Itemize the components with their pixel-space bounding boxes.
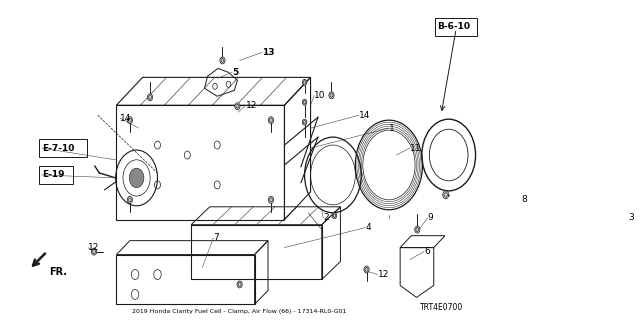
Text: FR.: FR. — [49, 267, 67, 276]
Text: 14: 14 — [359, 111, 371, 120]
Circle shape — [443, 191, 449, 199]
Text: 9: 9 — [428, 213, 433, 222]
Circle shape — [129, 168, 144, 188]
Circle shape — [235, 103, 240, 110]
Circle shape — [127, 117, 132, 124]
Text: 1: 1 — [389, 124, 395, 132]
Text: 10: 10 — [314, 91, 326, 100]
Circle shape — [220, 57, 225, 64]
Circle shape — [302, 99, 307, 105]
Text: 4: 4 — [365, 223, 371, 232]
Text: E-7-10: E-7-10 — [42, 144, 74, 153]
Circle shape — [92, 248, 97, 255]
Circle shape — [268, 117, 273, 124]
Text: 3: 3 — [628, 213, 634, 222]
Text: 11: 11 — [410, 144, 421, 153]
Text: 7: 7 — [214, 233, 220, 242]
Circle shape — [332, 213, 337, 219]
Circle shape — [364, 266, 369, 273]
Text: 2: 2 — [323, 213, 329, 222]
Text: 12: 12 — [246, 101, 257, 110]
Text: E-19: E-19 — [42, 171, 64, 180]
Text: 13: 13 — [262, 48, 275, 57]
Text: B-6-10: B-6-10 — [438, 22, 470, 31]
Text: 6: 6 — [424, 247, 430, 256]
Circle shape — [329, 92, 334, 99]
Text: 2019 Honda Clarity Fuel Cell - Clamp, Air Flow (66) - 17314-RL0-G01: 2019 Honda Clarity Fuel Cell - Clamp, Ai… — [132, 309, 347, 314]
Circle shape — [268, 196, 273, 203]
Circle shape — [237, 281, 242, 288]
Circle shape — [415, 226, 420, 233]
Text: 14: 14 — [120, 114, 132, 123]
Text: 5: 5 — [232, 68, 239, 77]
Text: 12: 12 — [378, 270, 389, 279]
Circle shape — [302, 119, 307, 125]
Text: TRT4E0700: TRT4E0700 — [420, 303, 463, 312]
Text: 12: 12 — [88, 243, 99, 252]
Circle shape — [147, 94, 152, 101]
Circle shape — [302, 79, 307, 85]
Text: 8: 8 — [522, 195, 527, 204]
Circle shape — [127, 196, 132, 203]
